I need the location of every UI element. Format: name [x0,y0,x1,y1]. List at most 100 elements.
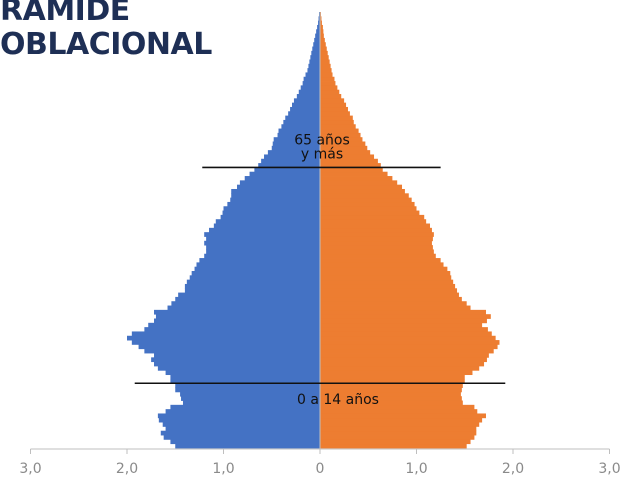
bar-right [320,132,361,138]
bar-left [171,301,320,306]
bar-right [320,396,462,401]
bar-left [264,154,320,160]
bar-left [308,63,320,69]
bar-right [320,322,483,328]
bar-right [320,201,415,207]
bar-left [220,214,320,220]
bar-right [320,430,477,436]
bar-left [155,314,320,319]
bar-left [158,417,320,423]
bar-right [320,357,487,363]
bar-right [320,378,465,384]
bar-right [320,46,327,52]
bar-left [138,344,320,350]
bar-left [165,426,320,432]
bar-left [290,106,320,112]
bar-left [314,37,320,43]
bar-right [320,167,383,173]
bar-left [239,180,320,186]
bar-right [320,20,322,26]
bar-left [189,275,320,281]
bar-right [320,102,347,108]
bar-left [127,335,320,341]
bar-left [191,271,320,276]
bar-left [204,232,320,237]
bar-right [320,383,463,388]
bar-right [320,219,427,224]
bar-right [320,387,462,393]
bar-left [154,309,320,315]
bar-left [170,374,320,380]
bar-right [320,426,477,432]
x-tick-label: 1,0 [212,461,234,477]
bar-left [131,331,320,337]
bar-right [320,171,388,177]
bar-left [254,167,320,173]
bar-right [320,214,425,220]
bar-right [320,145,368,151]
bar-left [271,145,320,151]
bar-left [151,357,321,363]
bar-right [320,197,412,203]
bar-left [244,176,320,181]
bar-right [320,374,465,380]
bar-left [303,76,321,82]
bar-right [320,111,350,117]
bar-right [320,141,366,147]
bar-left [317,24,321,30]
bar-right [320,305,471,311]
bar-right [320,137,363,142]
bar-right [320,422,480,427]
x-tick-label: 2,0 [116,461,138,477]
bar-right [320,206,417,211]
bar-right [320,98,345,104]
bar-left [277,132,320,138]
bar-left [184,283,320,289]
bar-left [222,210,320,216]
bar-right [320,240,432,246]
bar-right [320,249,434,255]
x-axis [30,12,610,454]
bar-right [320,76,335,82]
bar-right [320,85,338,91]
bar-left [165,409,320,414]
bar-left [300,85,320,91]
bar-left [182,400,320,406]
x-tick-label: 3,0 [598,461,620,477]
bar-left [175,383,320,388]
bar-right [320,439,471,445]
x-tick-label: 2,0 [502,461,524,477]
bar-left [204,240,320,246]
bar-right [320,296,462,302]
x-tick-label: 3,0 [19,461,41,477]
bar-left [163,435,320,440]
bar-left [206,245,320,250]
bar-right [320,335,496,341]
bar-right [320,344,498,350]
bar-right [320,89,340,95]
bar-left [231,193,320,199]
bar-right [320,435,475,440]
bar-right [320,59,330,65]
bar-left [204,253,320,259]
bar-left [154,318,320,324]
bar-right [320,63,331,69]
bar-right [320,348,494,354]
bar-right [320,176,393,181]
bar-left [272,141,320,147]
bar-right [320,158,378,164]
bar-right [320,262,444,268]
bar-left [206,236,320,242]
bar-left [131,340,320,345]
bar-left [144,327,320,332]
bar-right [320,361,485,367]
bar-left [278,128,320,134]
x-tick-labels: 3,0 2,0 1,0 0 1,0 2,0 3,0 [19,461,620,477]
bar-left [167,305,320,311]
bar-right [320,443,467,449]
bar-left [249,171,320,177]
bar-right [320,124,356,129]
bar-left [302,81,320,86]
bar-left [309,59,320,65]
